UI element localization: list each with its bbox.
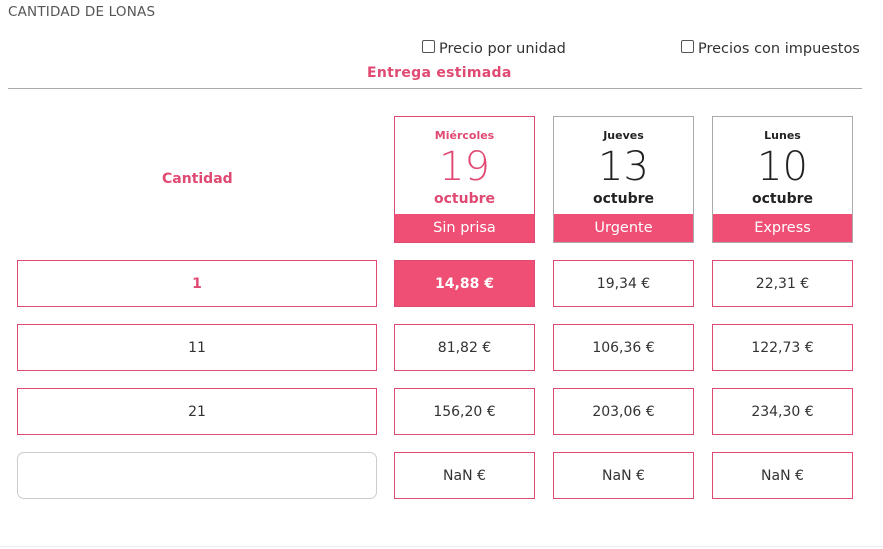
checkbox-icon[interactable] [681,39,694,53]
price-cell[interactable]: 203,06 € [553,388,694,435]
custom-quantity-input[interactable] [17,452,377,499]
price-cell[interactable]: NaN € [394,452,535,499]
delivery-heading: Entrega estimada [367,65,512,81]
delivery-option-urgente[interactable]: Jueves 13 octubre Urgente [553,116,694,243]
price-cell[interactable]: 22,31 € [712,260,853,307]
price-cell[interactable]: NaN € [553,452,694,499]
speed-label: Sin prisa [395,214,534,242]
weekday: Miércoles [434,129,495,142]
price-cell[interactable]: 106,36 € [553,324,694,371]
price-cell[interactable]: 156,20 € [394,388,535,435]
price-cell[interactable]: 19,34 € [553,260,694,307]
price-cell[interactable]: 14,88 € [394,260,535,307]
month: octubre [752,191,813,207]
month: octubre [593,191,654,207]
quantity-heading: Cantidad [162,171,233,187]
tax-price-checkbox[interactable]: Precios con impuestos [681,39,860,57]
price-cell[interactable]: 122,73 € [712,324,853,371]
day-number: 19 [439,144,490,190]
weekday: Lunes [764,129,801,142]
price-cell[interactable]: 81,82 € [394,324,535,371]
tax-price-label: Precios con impuestos [698,41,860,57]
quantity-option[interactable]: 1 [17,260,377,307]
day-number: 13 [598,144,649,190]
quantity-option[interactable]: 21 [17,388,377,435]
checkbox-icon[interactable] [422,39,435,53]
divider [8,88,862,89]
price-cell[interactable]: NaN € [712,452,853,499]
delivery-option-express[interactable]: Lunes 10 octubre Express [712,116,853,243]
day-number: 10 [757,144,808,190]
speed-label: Urgente [554,214,693,242]
unit-price-checkbox[interactable]: Precio por unidad [422,39,566,57]
price-cell[interactable]: 234,30 € [712,388,853,435]
delivery-option-sin-prisa[interactable]: Miércoles 19 octubre Sin prisa [394,116,535,243]
section-title: CANTIDAD DE LONAS [8,4,156,20]
weekday: Jueves [603,129,644,142]
footer-divider [0,546,883,547]
quantity-option[interactable]: 11 [17,324,377,371]
unit-price-label: Precio por unidad [439,41,566,57]
speed-label: Express [713,214,852,242]
month: octubre [434,191,495,207]
